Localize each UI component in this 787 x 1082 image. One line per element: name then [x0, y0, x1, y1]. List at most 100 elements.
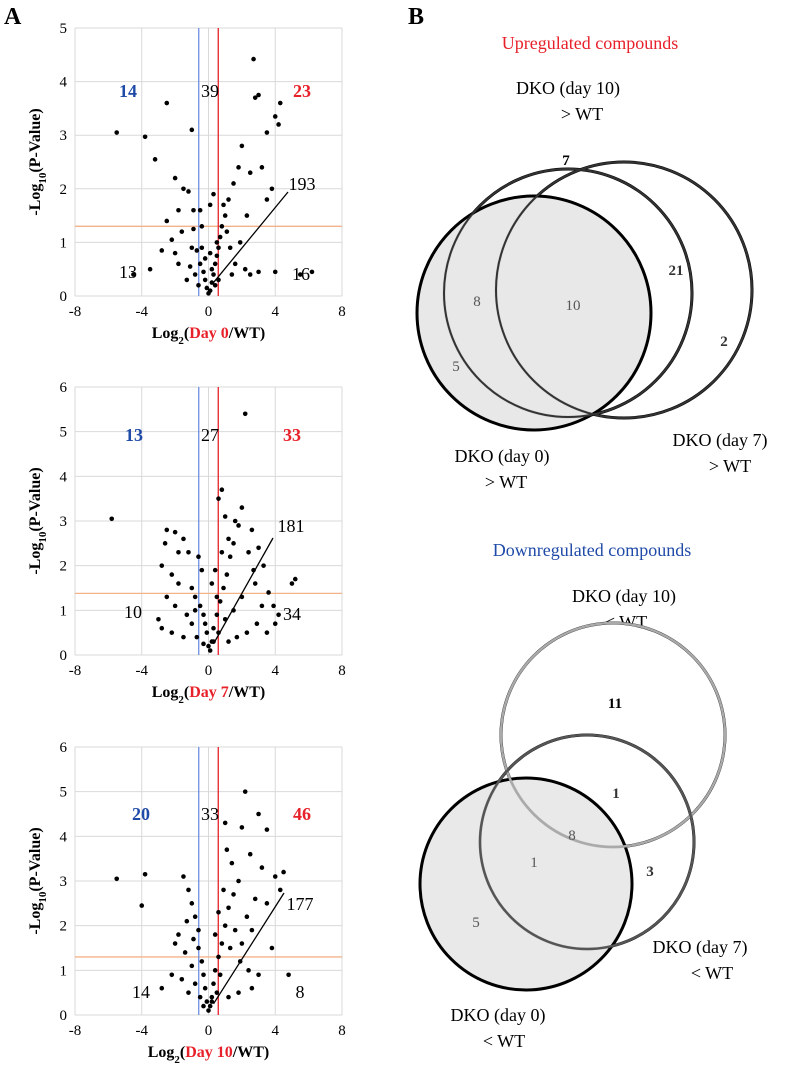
scatter-point — [247, 851, 253, 857]
scatter-point — [222, 514, 228, 519]
scatter-point — [264, 630, 270, 635]
y-tick-label: 1 — [60, 235, 68, 251]
scatter-point — [256, 545, 261, 551]
count-label-up-nonsig: 34 — [283, 604, 301, 624]
scatter-point — [189, 621, 195, 627]
scatter-point — [189, 963, 195, 969]
scatter-point — [164, 594, 170, 600]
count-label-down-sig: 20 — [132, 804, 150, 824]
scatter-point — [217, 972, 223, 978]
scatter-point — [164, 218, 170, 224]
scatter-point — [204, 630, 210, 635]
scatter-point — [239, 825, 245, 830]
venn-down-circle-day0 — [418, 776, 634, 992]
scatter-point — [211, 625, 216, 631]
scatter-point — [292, 576, 298, 582]
scatter-point — [196, 945, 201, 951]
count-label-up-nonsig: 16 — [292, 264, 310, 284]
scatter-point — [197, 994, 203, 1000]
scatter-point — [231, 892, 236, 897]
scatter-point — [226, 536, 231, 542]
venn-up-title: Upregulated compounds — [502, 33, 678, 53]
scatter-point — [247, 170, 253, 176]
scatter-point — [191, 936, 196, 942]
scatter-point — [164, 100, 170, 106]
scatter-point — [216, 909, 221, 915]
y-tick-label: 3 — [60, 128, 68, 144]
scatter-point — [222, 820, 228, 826]
scatter-point — [221, 887, 226, 893]
scatter-point — [277, 100, 283, 106]
scatter-point — [159, 563, 165, 568]
scatter-point — [211, 191, 216, 197]
scatter-point — [186, 990, 191, 995]
scatter-point — [272, 269, 278, 275]
scatter-point — [219, 941, 225, 946]
y-tick-label: 2 — [60, 919, 68, 935]
scatter-point — [212, 282, 218, 288]
scatter-point — [192, 608, 198, 613]
scatter-point — [289, 581, 295, 586]
venn-down-label-day10-line1: DKO (day 10) — [572, 586, 676, 607]
x-tick-label: -8 — [69, 1023, 82, 1039]
scatter-point — [194, 248, 200, 253]
venn-up-label-day0-line2: > WT — [485, 472, 527, 492]
scatter-point — [264, 130, 270, 135]
scatter-point — [184, 277, 190, 283]
scatter-point — [201, 1003, 206, 1009]
scatter-point — [277, 887, 283, 893]
venn-up-label-day7-line2: > WT — [709, 456, 751, 476]
scatter-point — [189, 127, 195, 133]
venn-down-circle-day10-overlay — [499, 621, 727, 849]
y-tick-label: 3 — [60, 514, 68, 530]
venn-down-num-d10-d7: 1 — [612, 786, 620, 802]
scatter-point — [252, 95, 258, 100]
venn-up-circle-day0 — [415, 194, 653, 432]
count-label-total: 177 — [287, 894, 314, 914]
scatter-point — [114, 130, 120, 135]
scatter-point — [209, 581, 215, 586]
venn-up-circle-day10-overlay — [443, 168, 693, 418]
venn-up-num-only10: 7 — [562, 153, 570, 169]
x-tick-label: 4 — [272, 304, 280, 320]
scatter-point — [184, 612, 190, 618]
scatter-point — [259, 165, 265, 170]
venn-down-num-only7: 3 — [646, 864, 654, 880]
scatter-point — [199, 959, 205, 964]
y-tick-label: 3 — [60, 874, 68, 890]
venn-up-num-only0: 5 — [452, 359, 460, 375]
scatter-point — [226, 197, 231, 202]
scatter-point — [159, 625, 165, 631]
y-tick-label: 4 — [60, 75, 68, 91]
x-tick-label: -8 — [69, 663, 82, 679]
count-label-down-nonsig: 10 — [124, 602, 142, 622]
scatter-point — [249, 527, 255, 533]
scatter-point — [269, 186, 275, 192]
scatter-point — [114, 876, 120, 882]
scatter-point — [246, 968, 251, 973]
scatter-point — [297, 272, 303, 277]
scatter-point — [229, 272, 235, 277]
scatter-point — [222, 923, 228, 928]
scatter-point — [256, 269, 261, 275]
scatter-point — [264, 827, 270, 832]
scatter-point — [199, 224, 205, 229]
venn-up-num-all: 10 — [566, 298, 581, 314]
count-label-down-sig: 13 — [125, 425, 143, 445]
scatter-point — [201, 972, 206, 978]
count-label-up-sig: 33 — [283, 425, 301, 445]
scatter-point — [224, 847, 230, 853]
scatter-point — [172, 529, 178, 535]
scatter-point — [237, 240, 243, 245]
venn-down-num-d0-d7: 8 — [568, 828, 576, 844]
y-tick-label: 1 — [60, 963, 68, 979]
scatter-point — [169, 237, 175, 243]
venn-down-label-day0-line2: < WT — [483, 1031, 525, 1051]
scatter-point — [247, 272, 253, 277]
x-axis-label: Log2(Day 10/WT) — [148, 1044, 270, 1066]
venn-up-num-only7: 2 — [720, 334, 728, 350]
scatter-point — [232, 261, 238, 267]
venn-down-num-only10: 11 — [608, 696, 622, 712]
scatter-point — [211, 981, 216, 987]
